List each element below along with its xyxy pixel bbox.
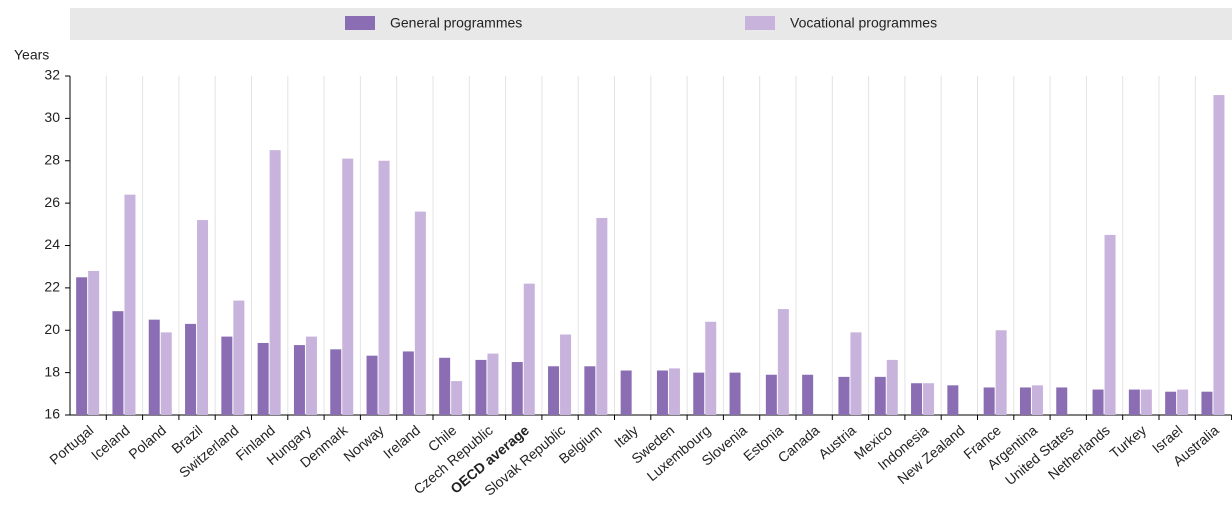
bar xyxy=(620,370,632,415)
x-tick-label: Norway xyxy=(340,422,387,465)
bar xyxy=(88,270,100,415)
bar xyxy=(765,374,777,415)
y-tick-label: 22 xyxy=(44,279,60,295)
x-tick-label: Iceland xyxy=(88,422,133,463)
legend-background xyxy=(70,8,1232,40)
bar xyxy=(874,376,886,415)
bar xyxy=(197,220,209,415)
bar xyxy=(1213,95,1225,415)
y-axis-label: Years xyxy=(14,47,49,63)
bar xyxy=(560,334,572,415)
bar xyxy=(451,381,463,415)
bar xyxy=(487,353,499,415)
bar xyxy=(233,300,245,415)
bar xyxy=(293,345,305,415)
bar xyxy=(330,349,342,415)
bar xyxy=(596,217,608,415)
x-tick-label: Turkey xyxy=(1106,422,1149,461)
bar xyxy=(777,309,789,415)
bar xyxy=(76,277,88,415)
y-tick-label: 16 xyxy=(44,406,60,422)
bar xyxy=(923,383,935,415)
bar xyxy=(995,330,1007,415)
y-tick-label: 32 xyxy=(44,67,60,83)
bar xyxy=(705,321,717,415)
bar xyxy=(511,362,523,415)
bar xyxy=(112,311,124,415)
bar xyxy=(983,387,995,415)
bar xyxy=(1177,389,1189,415)
bar xyxy=(1031,385,1043,415)
bar xyxy=(886,359,898,415)
bar xyxy=(305,336,317,415)
bar xyxy=(729,372,741,415)
bar xyxy=(475,359,487,415)
y-tick-label: 28 xyxy=(44,151,60,167)
bar xyxy=(947,385,959,415)
bar xyxy=(850,332,862,415)
x-tick-label: Ireland xyxy=(380,422,423,462)
bar xyxy=(160,332,172,415)
x-tick-label: Austria xyxy=(815,422,859,462)
bar xyxy=(269,150,281,415)
bar xyxy=(257,342,269,415)
legend-swatch xyxy=(345,16,375,30)
y-tick-label: 18 xyxy=(44,363,60,379)
bar xyxy=(911,383,923,415)
bar xyxy=(1201,391,1213,415)
bar xyxy=(668,368,680,415)
bar xyxy=(1104,234,1116,415)
bar xyxy=(439,357,451,415)
y-tick-label: 30 xyxy=(44,109,60,125)
bar xyxy=(1128,389,1140,415)
bar xyxy=(548,366,560,415)
bar xyxy=(693,372,705,415)
bar xyxy=(1056,387,1068,415)
x-tick-label: Portugal xyxy=(46,422,96,468)
bar xyxy=(378,160,390,415)
bar xyxy=(1019,387,1031,415)
bar xyxy=(221,336,233,415)
y-tick-label: 20 xyxy=(44,321,60,337)
bar xyxy=(148,319,160,415)
bar xyxy=(342,158,354,415)
bar xyxy=(414,211,426,415)
bar xyxy=(523,283,535,415)
legend-swatch xyxy=(745,16,775,30)
bar xyxy=(402,351,414,415)
bar xyxy=(802,374,814,415)
bar xyxy=(185,323,197,415)
bar xyxy=(656,370,668,415)
bar xyxy=(366,355,378,415)
x-tick-label: Canada xyxy=(775,422,823,466)
bar xyxy=(584,366,596,415)
bar xyxy=(1140,389,1152,415)
bar xyxy=(1165,391,1177,415)
bar xyxy=(1092,389,1104,415)
bar xyxy=(124,194,136,415)
legend-label: Vocational programmes xyxy=(790,15,937,31)
y-tick-label: 26 xyxy=(44,194,60,210)
y-tick-label: 24 xyxy=(44,236,60,252)
x-tick-label: Poland xyxy=(125,422,169,462)
legend-label: General programmes xyxy=(390,15,522,31)
bar xyxy=(838,376,850,415)
